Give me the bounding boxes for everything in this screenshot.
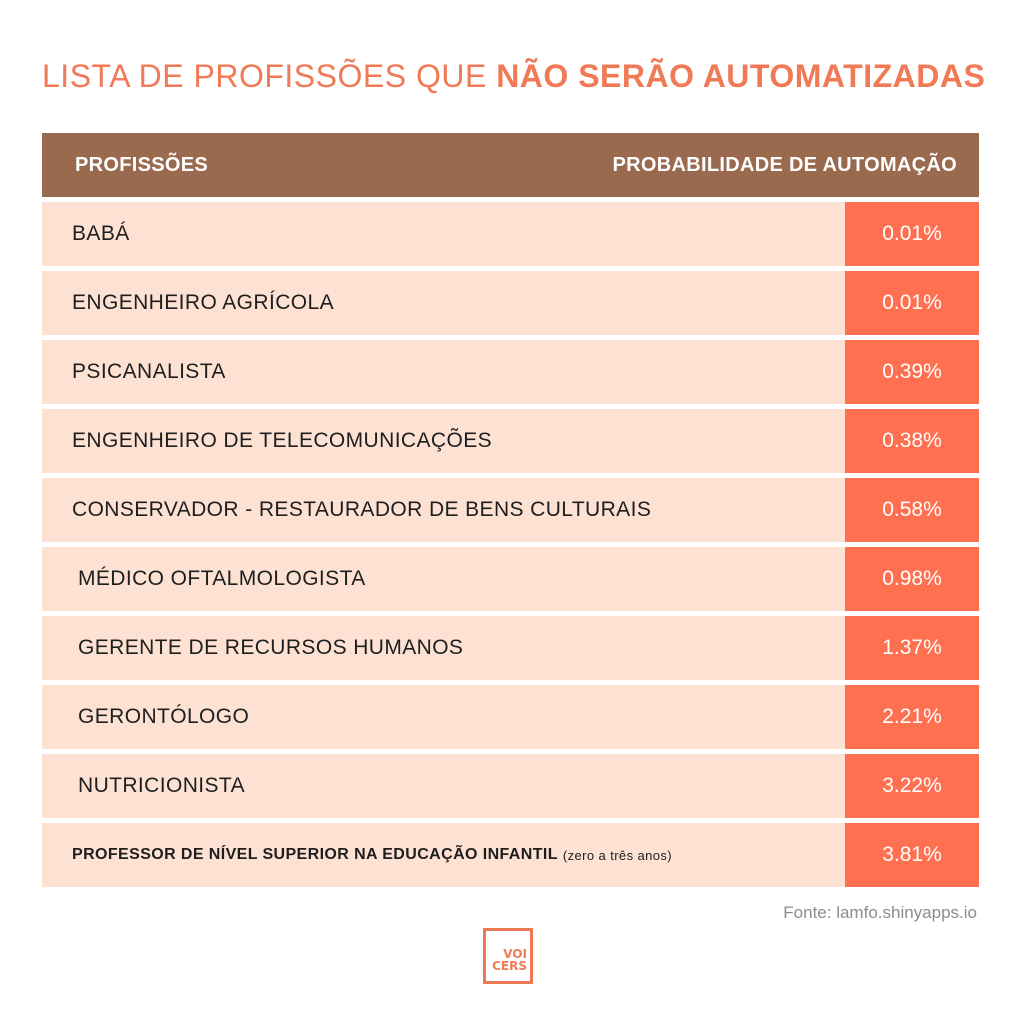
profession-name: ENGENHEIRO AGRÍCOLA — [42, 271, 845, 335]
profession-note: (zero a três anos) — [562, 847, 672, 863]
table-row: MÉDICO OFTALMOLOGISTA 0.98% — [42, 547, 979, 611]
table-header: PROFISSÕES PROBABILIDADE DE AUTOMAÇÃO — [42, 133, 979, 197]
voicers-logo: VOI CERS — [483, 928, 533, 984]
automation-probability: 0.38% — [845, 409, 979, 473]
profession-name: NUTRICIONISTA — [42, 754, 845, 818]
column-header-probability: PROBABILIDADE DE AUTOMAÇÃO — [612, 153, 957, 176]
table-row: GERENTE DE RECURSOS HUMANOS 1.37% — [42, 616, 979, 680]
automation-probability: 0.58% — [845, 478, 979, 542]
automation-probability: 1.37% — [845, 616, 979, 680]
source-credit: Fonte: lamfo.shinyapps.io — [783, 903, 977, 922]
table-row: CONSERVADOR - RESTAURADOR DE BENS CULTUR… — [42, 478, 979, 542]
automation-probability: 0.01% — [845, 271, 979, 335]
page-title: LISTA DE PROFISSÕES QUE NÃO SERÃO AUTOMA… — [42, 58, 992, 95]
automation-probability: 3.81% — [845, 823, 979, 887]
profession-name: BABÁ — [42, 202, 845, 266]
table-row: PROFESSOR DE NÍVEL SUPERIOR NA EDUCAÇÃO … — [42, 823, 979, 887]
title-bold: NÃO SERÃO AUTOMATIZADAS — [496, 58, 986, 94]
profession-name: GERENTE DE RECURSOS HUMANOS — [42, 616, 845, 680]
table-row: NUTRICIONISTA 3.22% — [42, 754, 979, 818]
profession-name: ENGENHEIRO DE TELECOMUNICAÇÕES — [42, 409, 845, 473]
profession-name-cell: PROFESSOR DE NÍVEL SUPERIOR NA EDUCAÇÃO … — [42, 823, 845, 887]
table-row: GERONTÓLOGO 2.21% — [42, 685, 979, 749]
column-header-professions: PROFISSÕES — [75, 153, 209, 176]
logo-line-2: CERS — [492, 959, 527, 973]
automation-probability: 2.21% — [845, 685, 979, 749]
table-row: BABÁ 0.01% — [42, 202, 979, 266]
logo-line-1: VOI — [503, 947, 527, 961]
table-row: ENGENHEIRO DE TELECOMUNICAÇÕES 0.38% — [42, 409, 979, 473]
title-light: LISTA DE PROFISSÕES QUE — [42, 58, 497, 94]
profession-name: CONSERVADOR - RESTAURADOR DE BENS CULTUR… — [42, 478, 845, 542]
table-row: ENGENHEIRO AGRÍCOLA 0.01% — [42, 271, 979, 335]
table-row: PSICANALISTA 0.39% — [42, 340, 979, 404]
professions-table: PROFISSÕES PROBABILIDADE DE AUTOMAÇÃO BA… — [42, 133, 979, 887]
automation-probability: 3.22% — [845, 754, 979, 818]
automation-probability: 0.01% — [845, 202, 979, 266]
automation-probability: 0.39% — [845, 340, 979, 404]
profession-name: GERONTÓLOGO — [42, 685, 845, 749]
table-body: BABÁ 0.01% ENGENHEIRO AGRÍCOLA 0.01% PSI… — [42, 202, 979, 887]
profession-name: PROFESSOR DE NÍVEL SUPERIOR NA EDUCAÇÃO … — [72, 846, 558, 863]
profession-name: PSICANALISTA — [42, 340, 845, 404]
automation-probability: 0.98% — [845, 547, 979, 611]
profession-name: MÉDICO OFTALMOLOGISTA — [42, 547, 845, 611]
